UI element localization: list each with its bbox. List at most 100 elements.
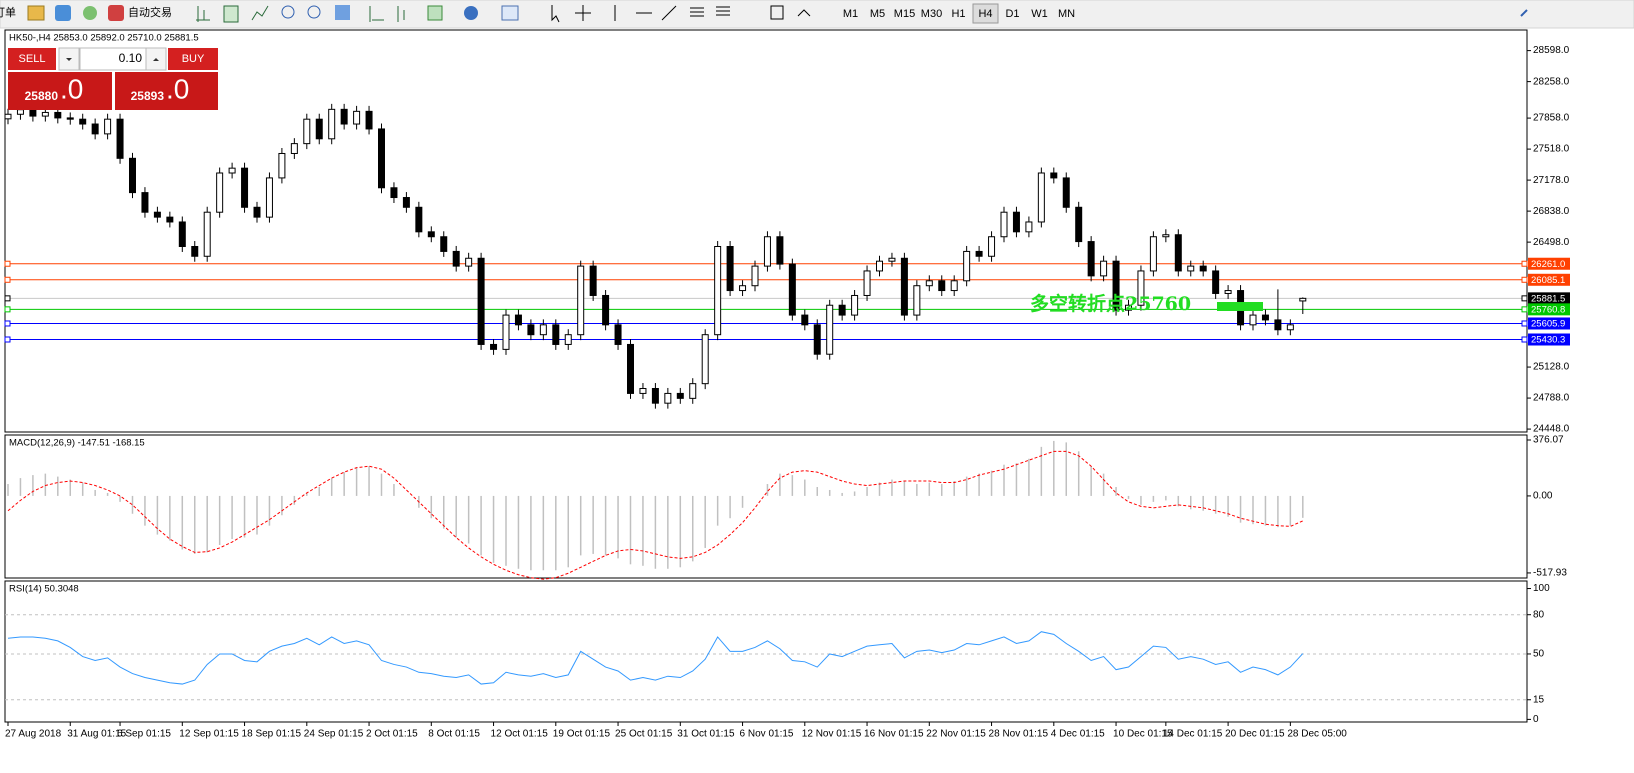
icon-candles[interactable] bbox=[223, 5, 239, 23]
buy-label[interactable]: BUY bbox=[182, 53, 205, 65]
level-handle bbox=[4, 295, 11, 302]
x-tick-label: 8 Oct 01:15 bbox=[428, 729, 480, 740]
timeframe-label[interactable]: M1 bbox=[843, 8, 858, 20]
sell-price-fraction[interactable]: .0 bbox=[60, 73, 83, 104]
candle-body bbox=[1199, 265, 1207, 272]
timeframe-button[interactable] bbox=[919, 4, 944, 23]
icon-templates[interactable] bbox=[501, 5, 519, 21]
level-tag bbox=[1528, 303, 1570, 316]
candle-body bbox=[328, 108, 336, 140]
icon-zoom-in[interactable] bbox=[281, 5, 295, 19]
timeframe-button[interactable] bbox=[865, 4, 890, 23]
icon-channel[interactable] bbox=[690, 7, 704, 17]
orders-menu[interactable]: 订单 bbox=[0, 6, 16, 19]
buy-button[interactable] bbox=[168, 48, 218, 70]
panel-title: MACD(12,26,9) -147.51 -168.15 bbox=[9, 438, 145, 449]
x-tick-label: 12 Nov 01:15 bbox=[802, 729, 862, 740]
icon-indicators[interactable] bbox=[427, 5, 443, 21]
x-tick-label: 19 Oct 01:15 bbox=[553, 729, 611, 740]
candle-body bbox=[477, 257, 485, 345]
buy-price[interactable]: 25893 bbox=[131, 89, 165, 103]
x-tick-label: 31 Oct 01:15 bbox=[677, 729, 735, 740]
candle-body bbox=[402, 197, 410, 208]
icon-crosshair[interactable] bbox=[575, 5, 591, 21]
icon-fibo[interactable] bbox=[716, 6, 730, 16]
icon-shift[interactable] bbox=[397, 6, 405, 22]
timeframe-label[interactable]: H1 bbox=[951, 8, 965, 20]
candle-body bbox=[539, 324, 547, 336]
icon-signal[interactable] bbox=[83, 6, 97, 20]
icon-bars[interactable] bbox=[196, 6, 210, 22]
timeframe-label[interactable]: MN bbox=[1058, 8, 1075, 20]
candle-body bbox=[602, 294, 610, 326]
candle-body bbox=[1261, 314, 1269, 321]
icon-profile[interactable] bbox=[55, 5, 71, 21]
timeframe-button[interactable] bbox=[1027, 4, 1052, 23]
candle-body bbox=[1125, 304, 1132, 311]
lot-up-arrow bbox=[153, 58, 159, 61]
candle-body bbox=[427, 231, 435, 238]
candle-body bbox=[315, 118, 323, 140]
sell-price[interactable]: 25880 bbox=[25, 89, 59, 103]
level-handle bbox=[4, 320, 11, 327]
timeframe-label[interactable]: D1 bbox=[1005, 8, 1019, 20]
candle-body bbox=[104, 118, 112, 135]
timeframe-button[interactable] bbox=[1000, 4, 1025, 23]
icon-folder[interactable] bbox=[27, 5, 45, 21]
level-handle bbox=[1521, 336, 1528, 343]
x-tick-label: 10 Dec 01:15 bbox=[1113, 729, 1173, 740]
icon-arrows[interactable] bbox=[797, 9, 811, 17]
icon-autoscroll[interactable] bbox=[369, 6, 384, 22]
timeframe-label[interactable]: H4 bbox=[978, 8, 992, 20]
candle-body bbox=[851, 294, 859, 316]
candle-body bbox=[1000, 211, 1008, 238]
y-tick-label: 0 bbox=[1533, 714, 1539, 725]
candle-body bbox=[826, 304, 834, 355]
candle-body bbox=[739, 285, 747, 292]
lot-value[interactable]: 0.10 bbox=[119, 51, 143, 65]
timeframe-button[interactable] bbox=[1054, 4, 1079, 23]
level-tag-label: 25881.5 bbox=[1531, 293, 1565, 304]
icon-tile[interactable] bbox=[335, 5, 350, 20]
timeframe-label[interactable]: W1 bbox=[1031, 8, 1048, 20]
icon-periods[interactable] bbox=[464, 6, 478, 20]
candle-body bbox=[950, 280, 958, 292]
chart-area: 28598.0 28258.0 27858.0 27518.0 27178.0 26838… bbox=[4, 29, 1570, 740]
candle-body bbox=[29, 109, 37, 117]
y-tick-label: -517.93 bbox=[1533, 568, 1567, 579]
icon-search[interactable] bbox=[1520, 9, 1528, 17]
candle-body bbox=[415, 206, 423, 233]
icon-label[interactable] bbox=[770, 5, 784, 20]
timeframe-button[interactable] bbox=[838, 4, 863, 23]
candle-body bbox=[178, 221, 186, 248]
candle-body bbox=[278, 152, 286, 179]
timeframe-label[interactable]: M15 bbox=[894, 8, 915, 20]
x-tick-label: 14 Dec 01:15 bbox=[1163, 729, 1223, 740]
timeframe-button[interactable] bbox=[972, 3, 999, 24]
sell-price-box[interactable] bbox=[8, 72, 112, 110]
candle-body bbox=[502, 314, 510, 350]
sell-label[interactable]: SELL bbox=[19, 53, 46, 65]
y-tick-label: 100 bbox=[1533, 583, 1550, 594]
x-tick-label: 18 Sep 01:15 bbox=[242, 729, 302, 740]
auto-trading-button[interactable]: 自动交易 bbox=[128, 5, 172, 19]
timeframe-label[interactable]: M30 bbox=[921, 8, 942, 20]
candle-body bbox=[290, 143, 298, 154]
sell-button[interactable] bbox=[8, 48, 56, 70]
candle-body bbox=[925, 280, 933, 287]
icon-cursor[interactable] bbox=[551, 5, 560, 23]
icon-autotrade[interactable] bbox=[108, 5, 124, 21]
timeframe-button[interactable] bbox=[892, 4, 917, 23]
icon-line[interactable] bbox=[251, 5, 269, 21]
icon-trendline[interactable] bbox=[661, 5, 677, 21]
buy-price-box[interactable] bbox=[115, 72, 218, 110]
panel-title: RSI(14) 50.3048 bbox=[9, 584, 79, 595]
icon-zoom-out[interactable] bbox=[307, 5, 321, 19]
candle-body bbox=[1025, 221, 1033, 233]
buy-price-fraction[interactable]: .0 bbox=[166, 73, 189, 104]
candle-body bbox=[1274, 319, 1282, 331]
candle-body bbox=[452, 250, 460, 267]
candle-body bbox=[1062, 177, 1070, 208]
timeframe-button[interactable] bbox=[946, 4, 971, 23]
timeframe-label[interactable]: M5 bbox=[870, 8, 885, 20]
